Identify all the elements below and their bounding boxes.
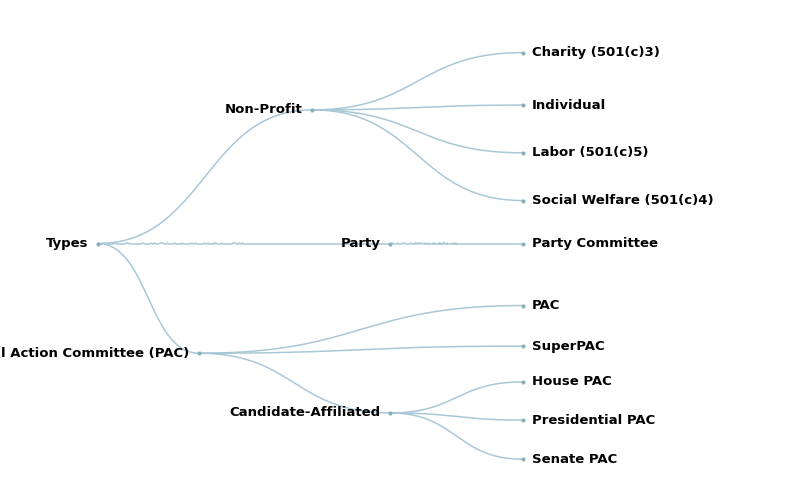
Text: Labor (501(c)5): Labor (501(c)5) [533,146,649,159]
Text: SuperPAC: SuperPAC [533,339,605,353]
Text: Non-Profit: Non-Profit [225,103,302,116]
Text: Candidate-Affiliated: Candidate-Affiliated [230,407,380,419]
Text: PAC: PAC [533,299,560,312]
Text: Individual: Individual [533,98,607,112]
Text: Party Committee: Party Committee [533,237,658,250]
Text: Types: Types [46,237,88,250]
Text: House PAC: House PAC [533,375,612,389]
Text: Social Welfare (501(c)4): Social Welfare (501(c)4) [533,194,714,207]
Text: Political Action Committee (PAC): Political Action Committee (PAC) [0,347,189,360]
Text: Party: Party [341,237,380,250]
Text: Senate PAC: Senate PAC [533,453,618,466]
Text: Charity (501(c)3): Charity (501(c)3) [533,46,660,59]
Text: Presidential PAC: Presidential PAC [533,413,655,427]
